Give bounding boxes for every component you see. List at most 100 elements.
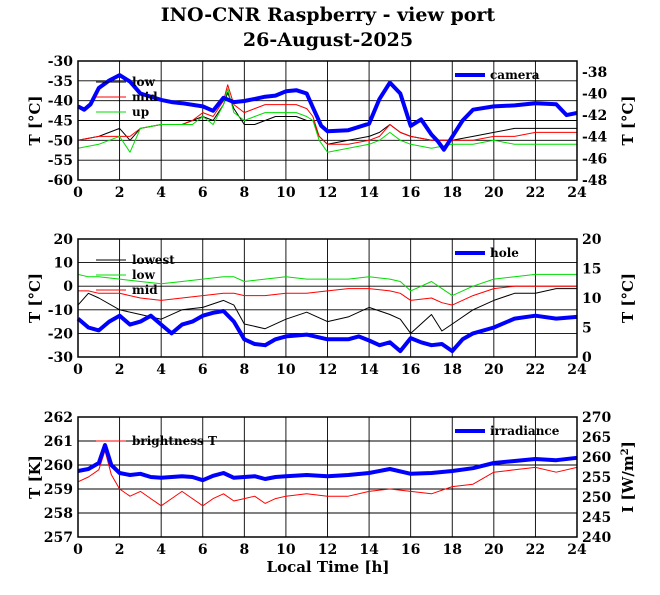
legend-label: brightness T [132,434,217,448]
y2-tick-label: 15 [582,262,601,278]
x-tick-label: 4 [156,542,166,558]
x-tick-label: 12 [318,542,337,558]
x-tick-label: 0 [73,542,83,558]
x-tick-label: 4 [156,362,166,378]
x-tick-label: 8 [239,362,249,378]
y2-tick-label: -46 [582,151,607,167]
y2-tick-label: 240 [582,530,611,546]
x-tick-label: 22 [526,362,545,378]
x-tick-label: 2 [115,185,125,201]
y2-tick-label: -42 [582,108,607,124]
y2-tick-label: -40 [582,86,608,102]
y-tick-label: -40 [48,94,74,110]
x-tick-label: 22 [526,185,545,201]
x-tick-label: 16 [401,362,420,378]
x-tick-label: 10 [276,362,296,378]
legend-label: mid [132,90,158,104]
unit-tail: ] [619,441,637,448]
x-tick-label: 12 [318,362,337,378]
y-axis-label: T [K] [26,455,44,499]
y-tick-label: -45 [48,114,73,130]
y-axis-label: T [°C] [26,95,44,145]
x-tick-label: 18 [443,185,462,201]
series-line-hole [76,309,578,354]
x-axis-label: Local Time [h] [267,558,390,576]
panel-2: 0 2 4 6 8 10 12 14 16 18 20 22 24-30-20-100102005101… [26,232,637,378]
y2-tick-label: 255 [582,470,611,486]
plot-frame [77,238,578,358]
x-tick-label: 2 [115,542,125,558]
x-tick-label: 24 [567,542,587,558]
y-tick-label: 261 [44,434,73,450]
x-tick-label: 18 [443,362,462,378]
series-line-mid [78,285,577,306]
x-tick-label: 10 [276,542,296,558]
unit-superscript: 2 [620,448,631,455]
y-tick-label: -60 [48,173,74,189]
legend-label: camera [490,68,540,82]
x-tick-label: 6 [198,185,208,201]
y-tick-label: 20 [54,232,74,248]
y2-tick-label: 5 [582,321,592,337]
legend-label: low [132,75,156,89]
y2-tick-label: -38 [582,65,607,81]
legend-label: hole [490,246,519,260]
y-tick-label: 0 [63,279,73,295]
x-tick-label: 14 [359,542,379,558]
y-tick-label: -20 [48,326,74,342]
y2-tick-label: 0 [582,350,592,366]
x-tick-label: 16 [401,542,420,558]
x-tick-label: 4 [156,185,166,201]
y-tick-label: -35 [48,74,73,90]
x-tick-label: 18 [443,542,462,558]
y-tick-label: 10 [54,256,74,272]
x-tick-label: 24 [567,185,587,201]
x-tick-label: 10 [276,185,296,201]
y-tick-label: -10 [48,303,74,319]
series-line-irradiance [77,443,578,483]
legend-label: up [132,105,149,119]
y2-tick-label: 20 [582,232,602,248]
plot-frame [77,416,578,538]
y-tick-label: -30 [48,54,74,70]
x-tick-label: 20 [484,542,504,558]
y-tick-label: 260 [44,458,73,474]
x-tick-label: 0 [73,362,83,378]
y-tick-label: 258 [44,506,73,522]
y2-tick-label: 250 [582,490,611,506]
y2-axis-label: T [°C] [619,273,637,323]
legend-label: lowest [132,253,175,267]
y2-tick-label: 265 [582,430,611,446]
y-tick-label: 262 [44,410,73,426]
x-tick-label: 0 [73,185,83,201]
x-tick-label: 22 [526,542,545,558]
x-tick-label: 14 [359,185,379,201]
y-tick-label: 257 [44,530,73,546]
y2-tick-label: 245 [582,510,611,526]
y2-tick-label: -44 [582,130,608,146]
x-tick-label: 6 [198,362,208,378]
y2-tick-label: -48 [582,173,607,189]
x-tick-label: 2 [115,362,125,378]
legend-label: irradiance [490,424,560,438]
x-tick-label: 8 [239,185,249,201]
series-line-brightness-T [77,450,578,507]
y-tick-label: -55 [48,153,73,169]
y2-tick-label: 270 [582,410,611,426]
y2-tick-label: 260 [582,450,611,466]
y-axis-label: T [°C] [26,273,44,323]
x-tick-label: 20 [484,362,504,378]
legend-label: mid [132,283,158,297]
legend-label: low [132,268,156,282]
series-line-camera [77,73,578,152]
chart-subtitle: 26-August-2025 [243,29,413,51]
x-tick-label: 24 [567,362,587,378]
y-tick-label: 259 [44,482,73,498]
chart-title: INO-CNR Raspberry - view port [161,4,496,26]
plot-frame [77,60,578,181]
y2-axis-label: T [°C] [619,95,637,145]
x-tick-label: 6 [198,542,208,558]
x-tick-label: 16 [401,185,420,201]
x-tick-label: 8 [239,542,249,558]
x-tick-label: 12 [318,185,337,201]
